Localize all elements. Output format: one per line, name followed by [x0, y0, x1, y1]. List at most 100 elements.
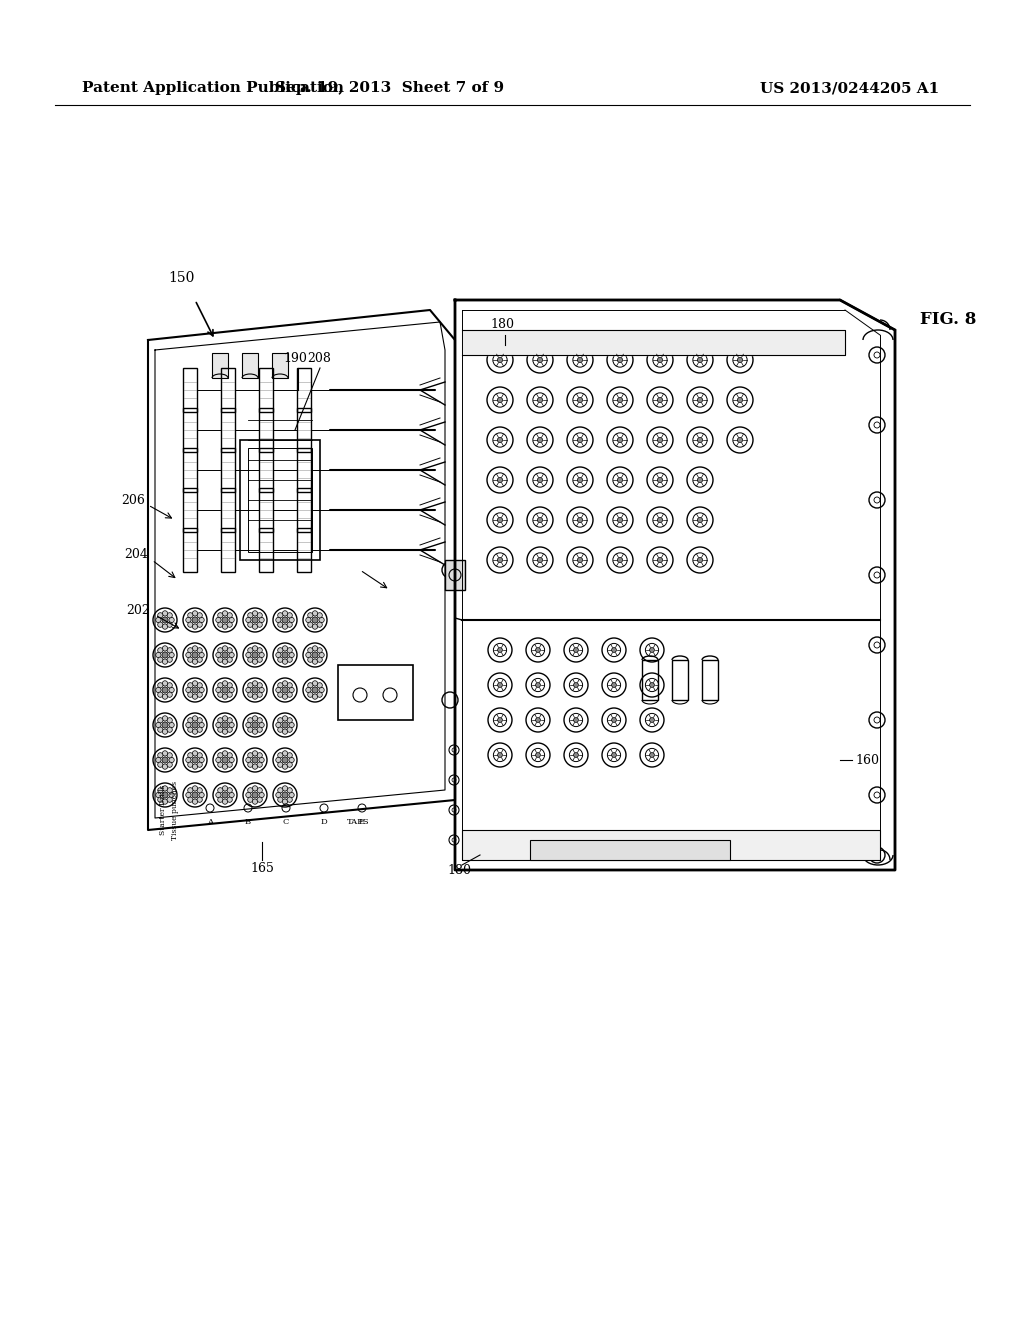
Circle shape: [252, 645, 258, 651]
Circle shape: [307, 692, 313, 697]
Circle shape: [617, 358, 623, 363]
Circle shape: [282, 756, 288, 763]
Circle shape: [169, 758, 174, 763]
Circle shape: [573, 648, 579, 652]
Bar: [221, 447, 234, 492]
Circle shape: [252, 792, 258, 799]
Circle shape: [697, 358, 702, 363]
Circle shape: [229, 688, 234, 693]
Bar: [272, 352, 288, 378]
Circle shape: [257, 727, 262, 733]
Circle shape: [283, 751, 288, 756]
Circle shape: [216, 688, 221, 693]
Circle shape: [289, 758, 294, 763]
Circle shape: [193, 624, 198, 630]
Circle shape: [199, 652, 204, 657]
Bar: [297, 408, 311, 451]
Circle shape: [227, 788, 232, 793]
Circle shape: [158, 788, 163, 793]
Circle shape: [248, 692, 253, 697]
Circle shape: [538, 478, 543, 483]
Circle shape: [222, 645, 227, 651]
Text: TAPS: TAPS: [347, 818, 370, 826]
Circle shape: [167, 622, 172, 627]
Circle shape: [248, 752, 253, 758]
Circle shape: [167, 648, 172, 653]
Bar: [183, 368, 197, 412]
Circle shape: [158, 752, 163, 758]
Circle shape: [163, 729, 168, 734]
Circle shape: [163, 624, 168, 630]
Circle shape: [167, 727, 172, 733]
Circle shape: [307, 622, 313, 627]
Circle shape: [218, 788, 223, 793]
Circle shape: [197, 692, 203, 697]
Circle shape: [193, 616, 198, 623]
Circle shape: [185, 688, 191, 693]
Circle shape: [229, 618, 234, 623]
Circle shape: [163, 645, 168, 651]
Text: 150: 150: [168, 271, 195, 285]
Circle shape: [167, 682, 172, 688]
Circle shape: [611, 648, 616, 652]
Circle shape: [227, 682, 232, 688]
Bar: [259, 447, 273, 492]
Circle shape: [227, 622, 232, 627]
Circle shape: [737, 437, 742, 442]
Circle shape: [536, 718, 541, 722]
Circle shape: [156, 758, 161, 763]
Text: 208: 208: [307, 351, 331, 364]
Bar: [212, 352, 228, 378]
Circle shape: [657, 437, 663, 442]
Circle shape: [287, 648, 292, 653]
Bar: [259, 408, 273, 451]
Circle shape: [282, 792, 288, 799]
Circle shape: [252, 751, 258, 756]
Circle shape: [197, 718, 203, 723]
Circle shape: [222, 624, 227, 630]
Circle shape: [216, 792, 221, 797]
Circle shape: [282, 616, 288, 623]
Circle shape: [252, 722, 258, 729]
Circle shape: [187, 692, 193, 697]
Circle shape: [187, 762, 193, 767]
Circle shape: [657, 517, 663, 523]
Circle shape: [306, 618, 311, 623]
Circle shape: [317, 612, 323, 618]
Circle shape: [162, 756, 168, 763]
Circle shape: [199, 618, 204, 623]
Text: C: C: [283, 818, 289, 826]
Circle shape: [193, 645, 198, 651]
Bar: [259, 368, 273, 412]
Circle shape: [617, 517, 623, 523]
Circle shape: [283, 799, 288, 804]
Circle shape: [287, 718, 292, 723]
Circle shape: [193, 686, 198, 693]
Circle shape: [156, 722, 161, 727]
Circle shape: [163, 659, 168, 664]
Circle shape: [227, 762, 232, 767]
Circle shape: [307, 657, 313, 663]
Circle shape: [193, 751, 198, 756]
Circle shape: [257, 657, 262, 663]
Circle shape: [187, 752, 193, 758]
Circle shape: [162, 722, 168, 729]
Circle shape: [222, 792, 228, 799]
Circle shape: [162, 792, 168, 799]
Circle shape: [158, 727, 163, 733]
Circle shape: [197, 762, 203, 767]
Circle shape: [259, 618, 264, 623]
Circle shape: [222, 681, 227, 686]
Circle shape: [199, 758, 204, 763]
Circle shape: [227, 797, 232, 803]
Circle shape: [158, 657, 163, 663]
Circle shape: [275, 758, 281, 763]
Circle shape: [199, 722, 204, 727]
Circle shape: [306, 688, 311, 693]
Circle shape: [538, 557, 543, 562]
Circle shape: [199, 792, 204, 797]
Circle shape: [185, 618, 191, 623]
Circle shape: [162, 652, 168, 657]
Circle shape: [312, 652, 318, 657]
Circle shape: [167, 797, 172, 803]
